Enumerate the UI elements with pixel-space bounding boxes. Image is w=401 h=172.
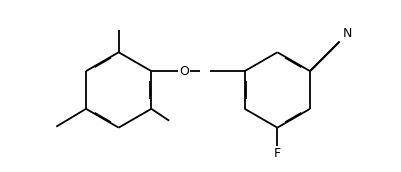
Text: O: O [179,65,188,78]
Text: N: N [342,27,351,40]
Text: F: F [273,148,280,160]
